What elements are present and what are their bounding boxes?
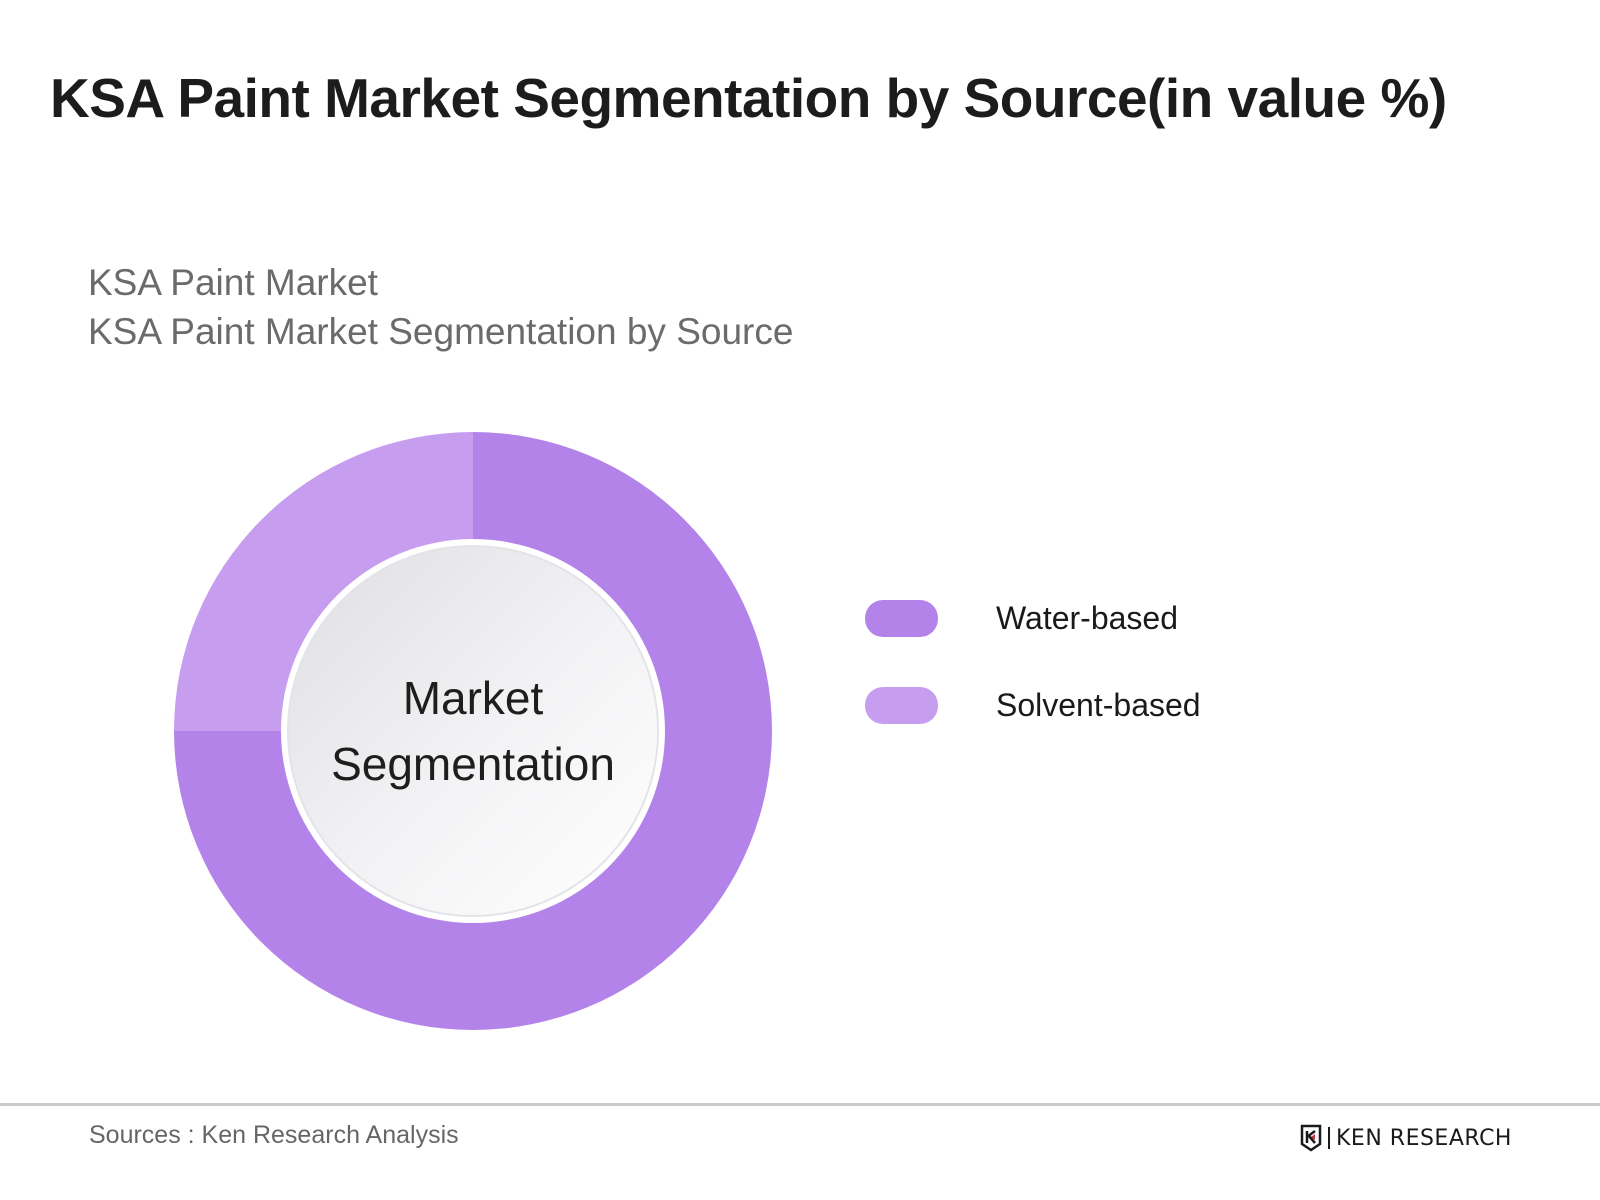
legend-swatch-solvent-based — [865, 687, 938, 724]
chart-subtitle-line1: KSA Paint Market — [88, 262, 378, 303]
footer-divider — [0, 1103, 1600, 1106]
legend-swatch-water-based — [865, 600, 938, 637]
brand-separator — [1328, 1127, 1330, 1149]
chart-subtitle: KSA Paint Market KSA Paint Market Segmen… — [88, 258, 793, 356]
brand-logo: KEN RESEARCH — [1300, 1124, 1512, 1152]
brand-text: KEN RESEARCH — [1336, 1125, 1512, 1151]
ken-research-logo-icon — [1300, 1124, 1322, 1152]
donut-center-disc — [287, 545, 659, 917]
legend-item-water-based[interactable]: Water-based — [865, 600, 1178, 637]
page-title: KSA Paint Market Segmentation by Source(… — [50, 67, 1447, 129]
donut-center-label: Market Segmentation — [174, 432, 772, 1030]
donut-chart-svg — [174, 432, 772, 1030]
center-label-line1: Market — [402, 672, 544, 724]
legend-label-water-based: Water-based — [996, 600, 1178, 636]
center-label-line2: Segmentation — [331, 738, 615, 790]
source-note: Sources : Ken Research Analysis — [89, 1121, 459, 1149]
chart-subtitle-line2: KSA Paint Market Segmentation by Source — [88, 311, 794, 352]
donut-chart: Market Segmentation — [174, 432, 772, 1030]
legend-item-solvent-based[interactable]: Solvent-based — [865, 687, 1201, 724]
legend-label-solvent-based: Solvent-based — [996, 687, 1201, 723]
